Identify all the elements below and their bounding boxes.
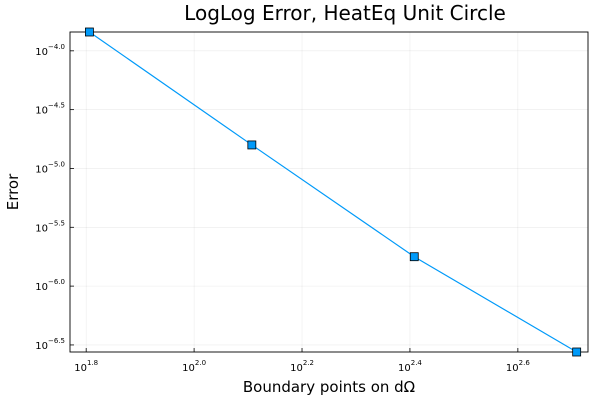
plot-frame <box>69 31 589 353</box>
y-tick-label: 10−4.5 <box>35 102 65 117</box>
grid-lines <box>70 32 588 352</box>
y-tick-label: 10−5.5 <box>35 219 65 234</box>
x-tick-label: 101.8 <box>74 359 98 374</box>
data-point-marker <box>409 252 419 262</box>
x-tick-label: 102.4 <box>398 359 422 374</box>
x-tick-label: 102.2 <box>290 359 314 374</box>
y-tick-label: 10−6.5 <box>35 337 65 352</box>
data-point-marker <box>85 27 94 37</box>
y-tick-label: 10−6.0 <box>35 278 65 293</box>
x-tick-labels: 101.8 102.0 102.2 102.4 102.6 <box>74 359 530 374</box>
x-tick-label: 102.6 <box>506 359 530 374</box>
data-point-marker <box>572 347 582 357</box>
chart-title: LogLog Error, HeatEq Unit Circle <box>184 1 506 25</box>
data-point-marker <box>247 140 257 150</box>
series-group <box>85 27 582 357</box>
y-tick-label: 10−5.0 <box>35 160 65 175</box>
x-tick-label: 102.0 <box>182 359 206 374</box>
y-tick-labels: 10−4.0 10−4.5 10−5.0 10−5.5 10−6.0 10−6.5 <box>35 43 65 352</box>
y-axis-label: Error <box>4 173 22 210</box>
ticks <box>70 50 519 352</box>
y-tick-label: 10−4.0 <box>35 43 65 58</box>
x-axis-label: Boundary points on dΩ <box>243 378 415 396</box>
series-line <box>89 31 577 353</box>
